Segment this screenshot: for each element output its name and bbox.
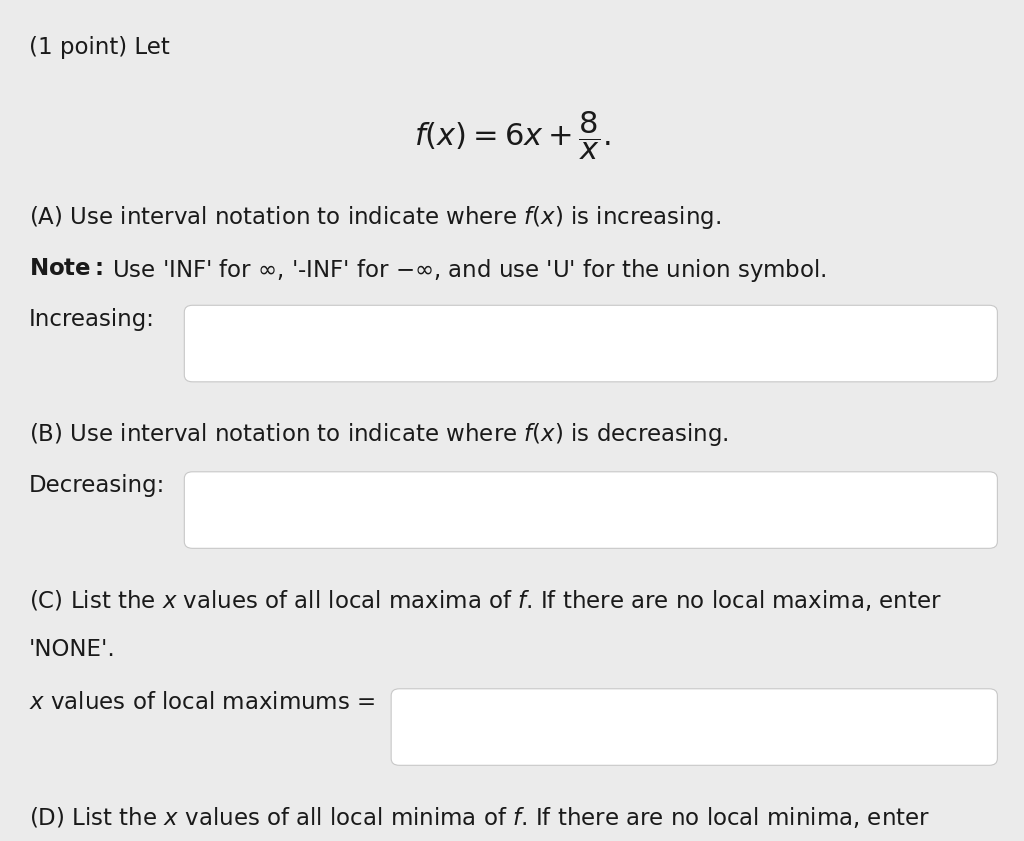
Text: (D) List the $x$ values of all local minima of $f$. If there are no local minima: (D) List the $x$ values of all local min…: [29, 805, 930, 830]
Text: (C) List the $x$ values of all local maxima of $f$. If there are no local maxima: (C) List the $x$ values of all local max…: [29, 588, 941, 613]
Text: $x$ values of local maximums =: $x$ values of local maximums =: [29, 691, 377, 714]
Text: Increasing:: Increasing:: [29, 308, 155, 331]
Text: $\mathbf{Note:}$: $\mathbf{Note:}$: [29, 257, 103, 280]
Text: Use 'INF' for $\infty$, '-INF' for $-\infty$, and use 'U' for the union symbol.: Use 'INF' for $\infty$, '-INF' for $-\in…: [112, 257, 826, 284]
Text: (A) Use interval notation to indicate where $f(x)$ is increasing.: (A) Use interval notation to indicate wh…: [29, 204, 721, 231]
FancyBboxPatch shape: [184, 472, 997, 548]
FancyBboxPatch shape: [184, 305, 997, 382]
Text: $f(x) = 6x + \dfrac{8}{x}.$: $f(x) = 6x + \dfrac{8}{x}.$: [414, 109, 610, 161]
Text: Decreasing:: Decreasing:: [29, 474, 165, 497]
Text: (B) Use interval notation to indicate where $f(x)$ is decreasing.: (B) Use interval notation to indicate wh…: [29, 421, 728, 448]
FancyBboxPatch shape: [391, 689, 997, 765]
Text: (1 point) Let: (1 point) Let: [29, 36, 169, 59]
Text: 'NONE'.: 'NONE'.: [29, 638, 116, 661]
